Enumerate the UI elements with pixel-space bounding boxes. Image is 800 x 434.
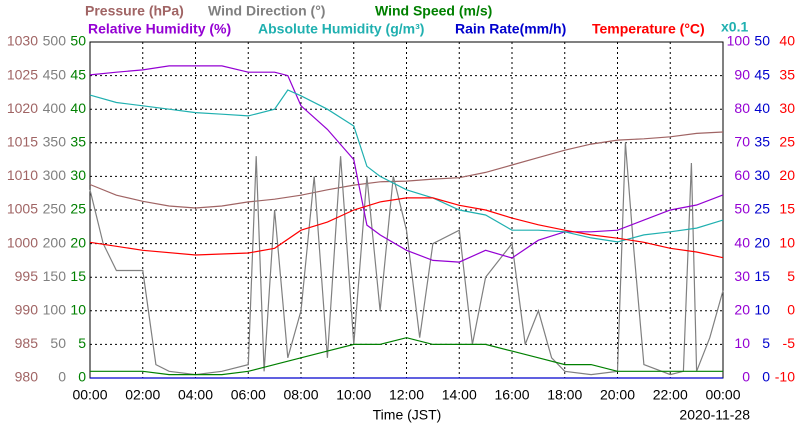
y-tick-label: 350 bbox=[43, 134, 67, 150]
y-tick-label: 0 bbox=[762, 369, 770, 385]
y-tick-label: 1010 bbox=[7, 167, 38, 183]
y-tick-label: 1030 bbox=[7, 33, 38, 49]
series-line bbox=[89, 197, 724, 259]
y-tick-label: 40 bbox=[779, 33, 795, 49]
y-tick-label: 5 bbox=[78, 335, 86, 351]
series-line bbox=[89, 142, 724, 376]
y-tick-label: 20 bbox=[70, 234, 86, 250]
x-tick-label: 06:00 bbox=[231, 387, 266, 403]
y-tick-label: 50 bbox=[70, 33, 86, 49]
y-tick-label: 500 bbox=[43, 33, 67, 49]
y-tick-label: 30 bbox=[754, 167, 770, 183]
y-tick-label: 0 bbox=[58, 369, 66, 385]
y-tick-label: 980 bbox=[15, 369, 39, 385]
series-line bbox=[89, 131, 724, 209]
x-tick-label: 22:00 bbox=[653, 387, 688, 403]
y-tick-label: 0 bbox=[742, 369, 750, 385]
x-tick-label: 12:00 bbox=[389, 387, 424, 403]
y-tick-label: 70 bbox=[734, 134, 750, 150]
y-tick-label: 5 bbox=[762, 335, 770, 351]
x-tick-label: 18:00 bbox=[547, 387, 582, 403]
y-tick-label: 0 bbox=[78, 369, 86, 385]
y-tick-label: 50 bbox=[50, 335, 66, 351]
y-tick-label: 1000 bbox=[7, 234, 38, 250]
legend-entry: Relative Humidity (%) bbox=[88, 21, 231, 37]
y-tick-label: 80 bbox=[734, 100, 750, 116]
y-tick-label: 35 bbox=[70, 134, 86, 150]
y-tick-label: 40 bbox=[734, 234, 750, 250]
y-tick-label: 25 bbox=[754, 201, 770, 217]
y-tick-label: 90 bbox=[734, 66, 750, 82]
y-tick-label: 15 bbox=[70, 268, 86, 284]
y-tick-label: 200 bbox=[43, 234, 67, 250]
y-tick-label: 30 bbox=[779, 100, 795, 116]
legend-entry: Wind Speed (m/s) bbox=[375, 3, 492, 19]
y-tick-label: 25 bbox=[70, 201, 86, 217]
x-tick-label: 10:00 bbox=[336, 387, 371, 403]
y-tick-label: 15 bbox=[779, 201, 795, 217]
y-tick-label: 1015 bbox=[7, 134, 38, 150]
legend-entry: Temperature (°C) bbox=[592, 21, 705, 37]
y-tick-label: 5 bbox=[787, 268, 795, 284]
y-tick-label: 20 bbox=[734, 302, 750, 318]
y-tick-label: 25 bbox=[779, 134, 795, 150]
x-tick-label: 00:00 bbox=[72, 387, 107, 403]
y-tick-label: 1025 bbox=[7, 66, 38, 82]
date-label: 2020-11-28 bbox=[679, 407, 750, 423]
y-tick-label: 400 bbox=[43, 100, 67, 116]
series-line bbox=[89, 89, 724, 243]
x-tick-label: 16:00 bbox=[494, 387, 529, 403]
y-tick-label: 10 bbox=[70, 302, 86, 318]
y-tick-label: 100 bbox=[43, 302, 67, 318]
y-tick-label: 15 bbox=[754, 268, 770, 284]
y-tick-label: 150 bbox=[43, 268, 67, 284]
y-tick-label: 300 bbox=[43, 167, 67, 183]
y-tick-label: -5 bbox=[783, 335, 796, 351]
legend-entry: Wind Direction (°) bbox=[208, 3, 325, 19]
y-tick-label: 10 bbox=[779, 234, 795, 250]
y-tick-label: 60 bbox=[734, 167, 750, 183]
y-tick-label: 30 bbox=[734, 268, 750, 284]
y-tick-label: 100 bbox=[727, 33, 751, 49]
y-tick-label: 1005 bbox=[7, 201, 38, 217]
legend-entry: Pressure (hPa) bbox=[85, 3, 184, 19]
y-tick-label: 985 bbox=[15, 335, 39, 351]
y-tick-label: 10 bbox=[734, 335, 750, 351]
series-line bbox=[89, 65, 724, 263]
y-tick-label: 50 bbox=[734, 201, 750, 217]
legend-entry: Rain Rate(mm/h) bbox=[455, 21, 566, 37]
y-tick-label: 1020 bbox=[7, 100, 38, 116]
x-axis-label: Time (JST) bbox=[373, 407, 442, 423]
x-tick-label: 14:00 bbox=[442, 387, 477, 403]
y-tick-label: 0 bbox=[787, 302, 795, 318]
y-tick-label: 20 bbox=[779, 167, 795, 183]
y-tick-label: 40 bbox=[70, 100, 86, 116]
x-tick-label: 20:00 bbox=[600, 387, 635, 403]
y-tick-label: 250 bbox=[43, 201, 67, 217]
y-tick-label: 45 bbox=[754, 66, 770, 82]
y-tick-label: 10 bbox=[754, 302, 770, 318]
x-tick-label: 04:00 bbox=[178, 387, 213, 403]
y-tick-label: 30 bbox=[70, 167, 86, 183]
scale-note: x0.1 bbox=[721, 19, 748, 35]
x-tick-label: 00:00 bbox=[705, 387, 740, 403]
y-tick-label: -10 bbox=[775, 369, 795, 385]
y-tick-label: 990 bbox=[15, 302, 39, 318]
y-tick-label: 40 bbox=[754, 100, 770, 116]
y-tick-label: 35 bbox=[779, 66, 795, 82]
y-tick-label: 50 bbox=[754, 33, 770, 49]
series-line bbox=[90, 337, 723, 376]
x-tick-label: 02:00 bbox=[125, 387, 160, 403]
y-tick-label: 45 bbox=[70, 66, 86, 82]
y-tick-label: 20 bbox=[754, 234, 770, 250]
x-tick-label: 08:00 bbox=[283, 387, 318, 403]
y-tick-label: 35 bbox=[754, 134, 770, 150]
legend-entry: Absolute Humidity (g/m³) bbox=[258, 21, 424, 37]
y-tick-label: 450 bbox=[43, 66, 67, 82]
y-tick-label: 995 bbox=[15, 268, 39, 284]
